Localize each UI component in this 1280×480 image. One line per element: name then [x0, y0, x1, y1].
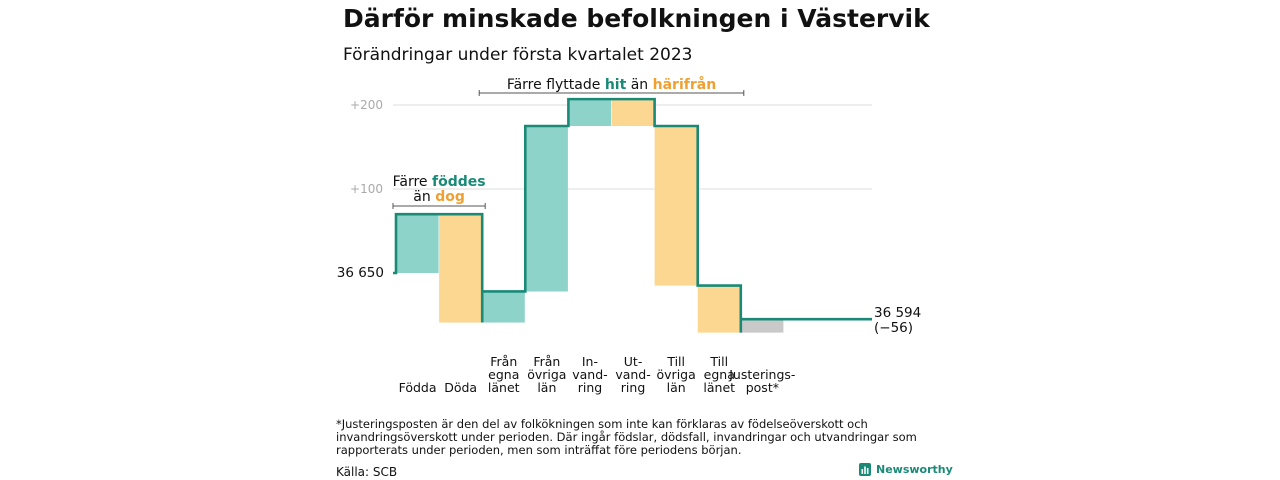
annotation-text-1-0: Färre flyttade hit än härifrån — [507, 76, 716, 93]
chart-title: Därför minskade befolkningen i Västervik — [343, 4, 930, 33]
bar-8 — [740, 319, 784, 333]
bar-2 — [482, 291, 525, 323]
bar-7 — [697, 285, 741, 333]
annotation-text-0-1: än dog — [413, 189, 465, 205]
category-label-1: Döda — [444, 380, 477, 395]
waterfall-chart: +100 +200 36 650 36 594(−56) Födda Döda Från eg… — [337, 76, 922, 395]
bar-1 — [439, 214, 482, 323]
bar-0 — [396, 214, 439, 273]
bar-6 — [654, 126, 698, 286]
end-change-label: (−56) — [874, 320, 913, 336]
annotation-text-0-0: Färre föddes — [393, 174, 486, 190]
category-label-5: Ut-vand-ring — [615, 354, 650, 395]
category-label-6: Till övriga län — [657, 354, 696, 395]
footnote: *Justeringsposten är den del av folkökni… — [336, 417, 917, 457]
end-value-label: 36 594 — [874, 305, 921, 321]
newsworthy-logo[interactable]: Newsworthy — [859, 463, 953, 476]
newsworthy-bar-chart-icon — [859, 463, 871, 476]
category-label-2: Från egna länet — [488, 354, 520, 395]
source-label: Källa: SCB — [336, 465, 398, 479]
start-value-label: 36 650 — [337, 265, 384, 281]
y-tick-label-0: +100 — [350, 182, 383, 196]
population-step-line — [393, 97, 872, 333]
category-label-3: Från övriga län — [527, 354, 566, 395]
logo-text: Newsworthy — [876, 463, 953, 476]
bar-3 — [525, 126, 568, 292]
bar-5 — [611, 99, 655, 126]
category-label-7: Till egna länet — [703, 354, 735, 395]
y-tick-label-1: +200 — [350, 98, 383, 112]
bar-4 — [568, 99, 611, 126]
category-label-8: Justerings-post* — [728, 367, 795, 395]
chart-subtitle: Förändringar under första kvartalet 2023 — [343, 45, 693, 65]
category-label-4: In-vand-ring — [572, 354, 607, 395]
category-label-0: Födda — [399, 380, 437, 395]
